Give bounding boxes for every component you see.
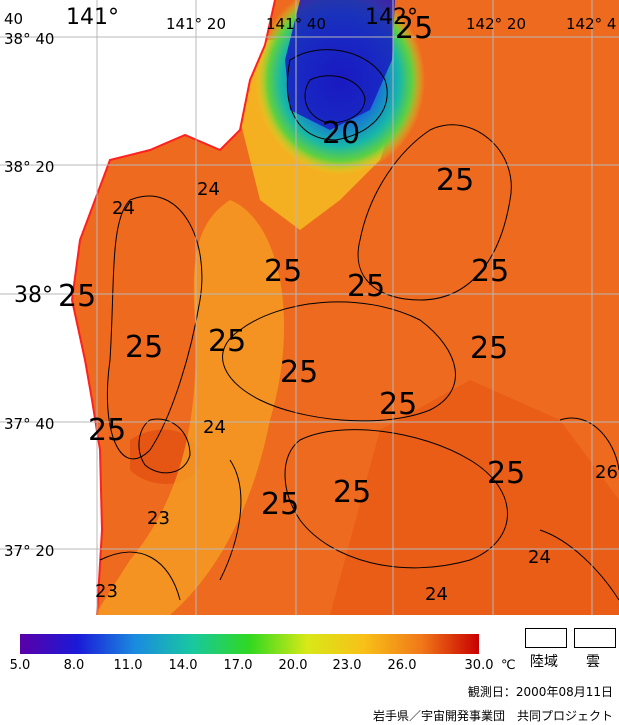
contour-label: 25	[470, 331, 508, 366]
lon-fragment-label: 40	[4, 10, 23, 28]
latitude-labels: 38° 40 38° 20 38° 37° 40 37° 20	[4, 30, 54, 560]
contour-label: 25	[436, 163, 474, 198]
temperature-color-scale	[20, 634, 479, 654]
contour-label: 25	[347, 269, 385, 304]
cloud-legend-label: 雲	[586, 654, 600, 670]
contour-label: 20	[322, 116, 360, 151]
observation-date: 観測日：2000年08月11日	[467, 685, 613, 699]
cold-water-core	[285, 0, 395, 130]
scale-tick: 26.0	[387, 658, 417, 673]
lon-label: 142° 4	[566, 15, 616, 33]
scale-tick: 30.0	[464, 658, 494, 673]
contour-label: 25	[471, 254, 509, 289]
contour-label: 24	[528, 547, 551, 568]
isotherm-lines	[99, 49, 619, 601]
scale-tick: 5.0	[9, 658, 31, 673]
lon-label: 142°	[365, 5, 418, 30]
lat-label: 38°	[14, 283, 53, 308]
contour-label: 25	[264, 254, 302, 289]
scale-tick: 8.0	[63, 658, 85, 673]
lat-label: 38° 20	[4, 158, 54, 176]
lon-label: 141°	[66, 5, 119, 30]
scale-tick: 14.0	[168, 658, 198, 673]
graticule	[0, 0, 619, 615]
contour-label: 25	[261, 487, 299, 522]
longitude-labels: 40 141° 141° 20 141° 40 142° 142° 20 142…	[4, 5, 616, 33]
contour-label: 26	[595, 462, 618, 483]
contour-label: 24	[425, 584, 448, 605]
contour-label: 25	[379, 387, 417, 422]
contour-label: 24	[197, 179, 220, 200]
contour-label: 25	[125, 330, 163, 365]
land-swatch	[525, 628, 567, 648]
scale-tick: 17.0	[223, 658, 253, 673]
temperature-unit: ℃	[501, 658, 516, 673]
contour-labels: 25 20 25 24 24 25 25 25 25 25 25 25 25 2…	[58, 11, 618, 605]
sea-surface-temperature-map: 40 141° 141° 20 141° 40 142° 142° 20 142…	[0, 0, 619, 615]
land-area	[0, 0, 275, 615]
contour-label: 23	[147, 508, 170, 529]
lon-label: 142° 20	[466, 15, 526, 33]
scale-tick: 11.0	[113, 658, 143, 673]
contour-label: 25	[88, 413, 126, 448]
warm-patch	[330, 380, 619, 615]
credit-line: 岩手県／宇宙開発事業団 共同プロジェクト	[372, 709, 613, 723]
scale-tick: 23.0	[332, 658, 362, 673]
land-legend-label: 陸域	[530, 654, 558, 670]
lat-label: 37° 20	[4, 542, 54, 560]
contour-label: 25	[395, 11, 433, 46]
nearshore-band	[95, 200, 285, 615]
contour-label: 25	[208, 324, 246, 359]
lon-label: 141° 40	[266, 15, 326, 33]
contour-label: 23	[95, 581, 118, 602]
contour-label: 25	[487, 456, 525, 491]
contour-label: 24	[112, 198, 135, 219]
contour-label: 25	[58, 279, 96, 314]
contour-label: 24	[203, 417, 226, 438]
coastline	[70, 0, 276, 615]
contour-label: 25	[333, 475, 371, 510]
cloud-swatch	[574, 628, 616, 648]
lat-label: 38° 40	[4, 30, 54, 48]
lat-label: 37° 40	[4, 415, 54, 433]
lon-label: 141° 20	[166, 15, 226, 33]
scale-tick: 20.0	[278, 658, 308, 673]
contour-label: 25	[280, 355, 318, 390]
